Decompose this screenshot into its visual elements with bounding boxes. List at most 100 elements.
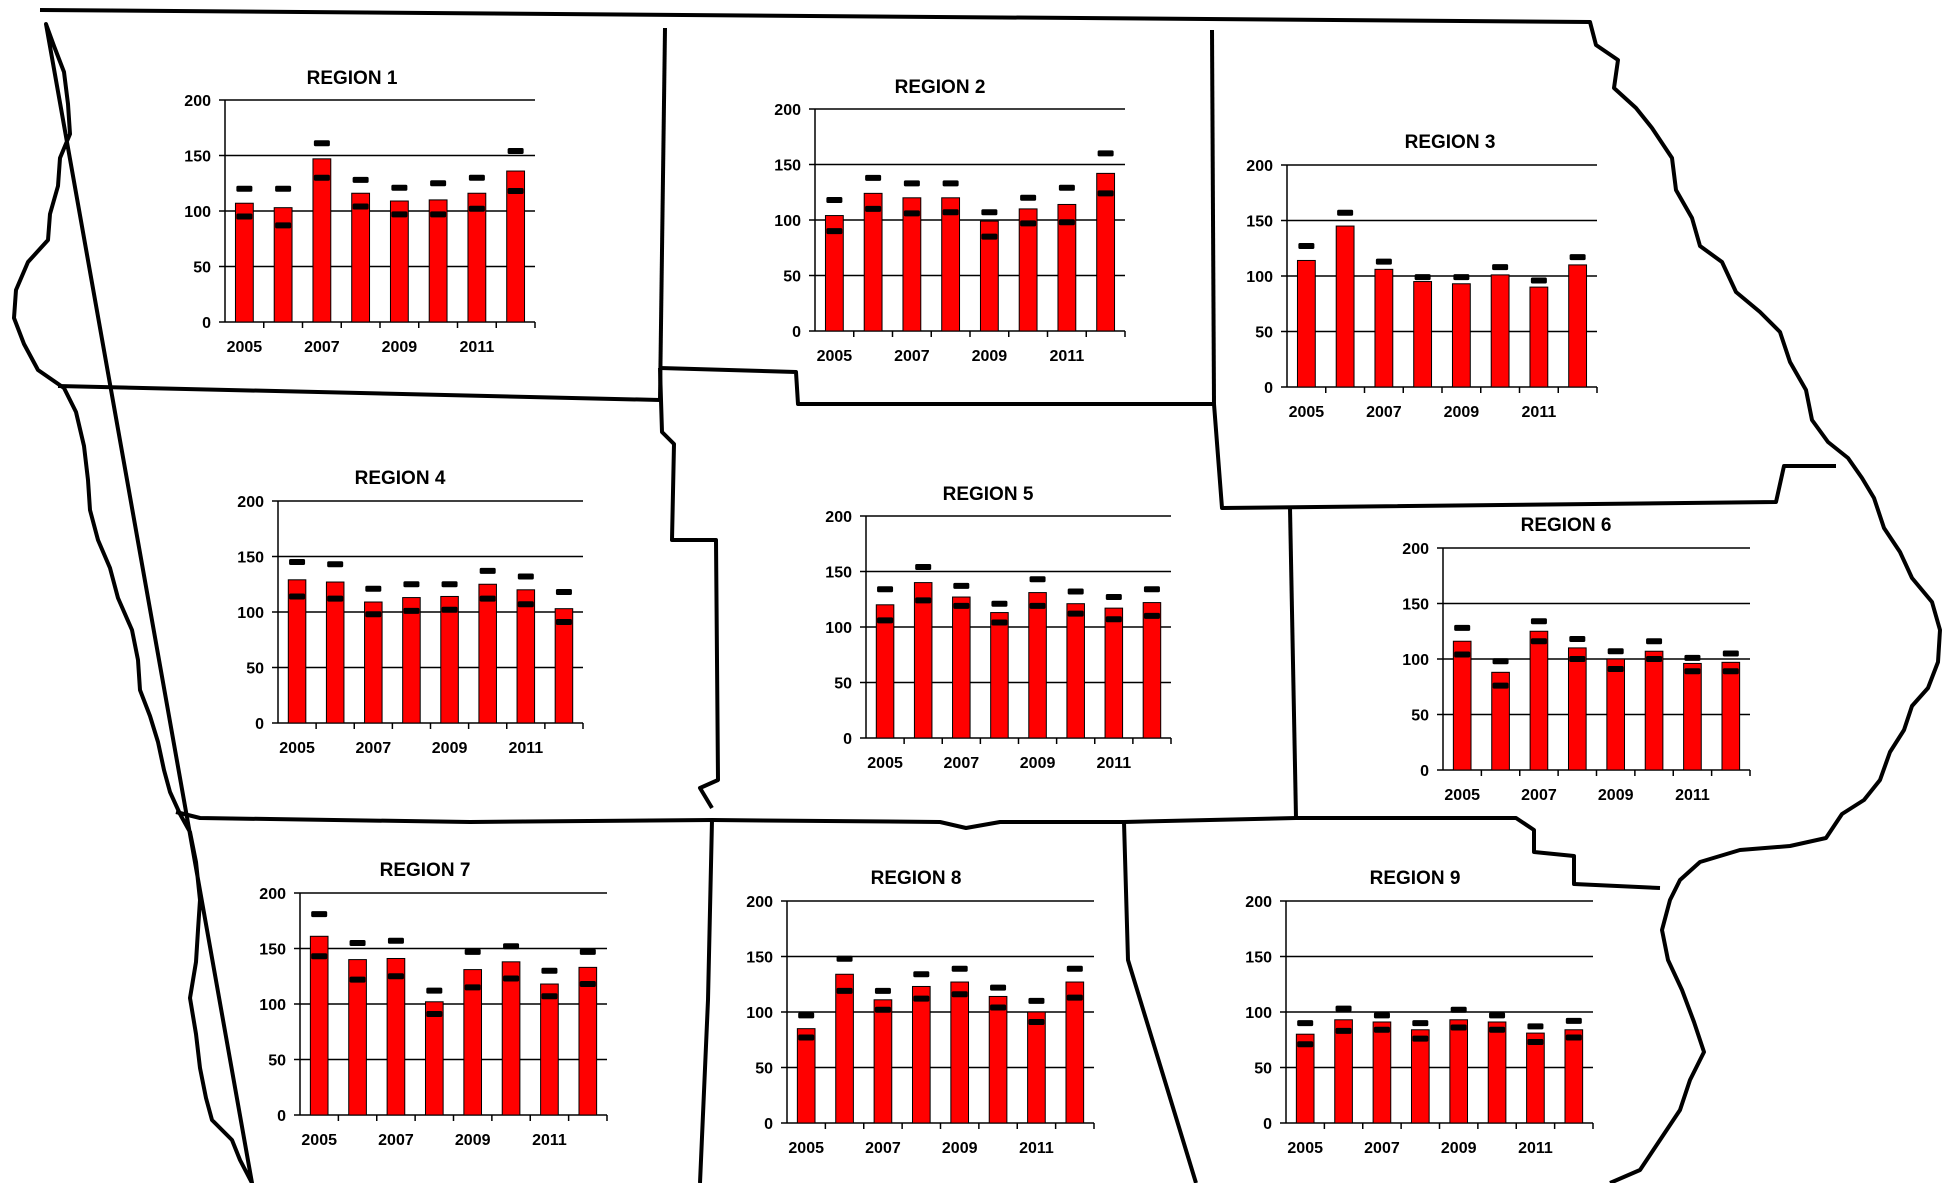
upper-marker [275,185,292,192]
upper-marker [903,180,920,187]
lower-marker [289,593,306,600]
x-tick-label: 2005 [227,339,263,356]
lower-marker [430,211,447,218]
border-r8-r9-vert [1122,821,1198,1183]
x-tick-label: 2007 [304,339,340,356]
lower-marker [1454,651,1471,658]
bar [1490,274,1510,388]
chart-title: REGION 7 [380,860,471,881]
upper-marker [1569,636,1586,643]
x-tick-label: 2005 [817,348,853,365]
bar [913,582,933,739]
upper-marker [942,180,959,187]
bar [911,985,931,1124]
region-chart-8: REGION 8 0 50 100 150 200 2005 2007 2009 2011 [746,868,1095,1157]
x-tick-label: 2011 [532,1132,567,1149]
x-tick-label: 2011 [1096,755,1131,772]
chart-title: REGION 5 [943,484,1034,505]
border-r1-r4 [57,384,661,402]
lower-marker [313,174,330,181]
upper-marker [541,967,558,974]
upper-marker [953,582,970,589]
lower-marker [1143,612,1160,619]
x-tick-label: 2007 [894,348,930,365]
lower-marker [468,205,485,212]
x-tick-label: 2005 [867,755,903,772]
x-tick-label: 2011 [1019,1140,1054,1157]
x-tick-label: 2011 [1675,787,1710,804]
y-tick-label: 100 [184,204,211,221]
lower-marker [464,984,481,991]
upper-marker [1489,1012,1506,1019]
y-tick-label: 50 [1411,708,1429,725]
upper-marker [1297,1020,1314,1027]
lower-marker [1530,638,1547,645]
lower-marker [951,991,968,998]
x-tick-label: 2009 [1444,404,1480,421]
upper-marker [981,209,998,216]
bar [1451,283,1471,388]
bar [952,596,971,739]
border-r4-r5 [658,367,720,810]
y-tick-label: 50 [246,661,264,678]
bar [478,583,497,724]
region-chart-2: REGION 2 0 50 100 150 200 2005 2007 2009 2011 [774,77,1126,365]
border-r2-r3 [1210,29,1216,405]
region-chart-7: REGION 7 0 50 100 150 200 2005 2007 2009 2011 [259,860,608,1149]
upper-marker [1029,576,1046,583]
lower-marker [1646,656,1663,662]
lower-marker [798,1034,815,1041]
upper-marker [1067,588,1084,595]
lower-marker [1058,219,1075,226]
bar [1296,259,1316,388]
x-tick-label: 2011 [1050,348,1085,365]
lower-marker [865,205,882,212]
chart-title: REGION 6 [1521,515,1612,536]
state-outline [12,8,1942,1183]
lower-marker [836,987,853,994]
lower-marker [1527,1038,1544,1045]
y-tick-label: 150 [825,565,852,582]
x-tick-label: 2009 [942,1140,978,1157]
x-tick-label: 2009 [1598,787,1634,804]
bar [1027,1011,1046,1124]
border-r5-r6 [1288,507,1298,819]
lower-marker [826,228,843,235]
upper-marker [507,148,524,155]
bar [1606,658,1626,771]
lower-marker [1297,1041,1314,1048]
upper-marker [1722,650,1739,657]
bar [1683,662,1702,771]
upper-marker [468,174,485,181]
upper-marker [430,180,447,187]
bar [1487,1021,1507,1124]
x-tick-label: 2007 [865,1140,901,1157]
lower-marker [352,203,369,210]
y-tick-label: 100 [259,997,286,1014]
lower-marker [391,211,408,218]
upper-marker [1028,997,1045,1004]
y-tick-label: 100 [1245,1005,1272,1022]
y-tick-label: 200 [1402,541,1429,558]
y-tick-label: 0 [843,731,852,748]
bar [506,170,526,323]
upper-marker [1530,618,1547,625]
bar [1104,607,1124,739]
lower-marker [1335,1027,1352,1034]
bar [1567,647,1587,771]
bar [941,197,961,332]
y-tick-label: 100 [1246,269,1273,286]
y-tick-label: 200 [1245,894,1272,911]
x-tick-label: 2005 [788,1140,824,1157]
upper-marker [479,567,496,574]
chart-title: REGION 2 [895,77,986,98]
y-tick-label: 100 [825,620,852,637]
bar [1374,268,1394,388]
upper-marker [289,559,306,566]
y-tick-label: 200 [774,102,801,119]
y-tick-label: 200 [746,894,773,911]
lower-marker [517,601,534,608]
y-tick-label: 200 [184,93,211,110]
x-tick-label: 2009 [1441,1140,1477,1157]
